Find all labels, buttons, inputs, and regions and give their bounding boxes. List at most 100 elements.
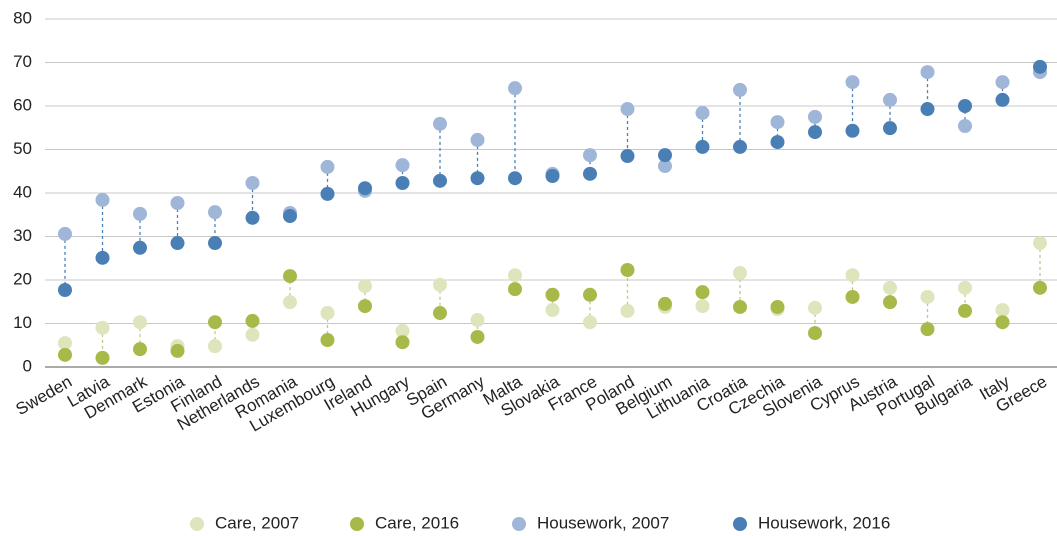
dot [133,240,147,255]
y-tick-label: 0 [23,356,32,375]
dot [433,173,447,188]
dot [920,322,935,337]
dot [208,205,222,220]
dot [583,166,597,181]
dot [320,333,335,348]
dot [883,92,897,107]
dot [883,295,897,310]
dot [620,262,635,277]
dot [658,148,672,163]
dot [845,123,860,138]
dot [470,329,485,344]
dot [1033,236,1047,251]
dot [245,175,260,190]
dot [658,296,672,311]
dot [508,171,522,186]
dot [883,280,897,295]
dot [583,148,597,163]
dot [958,280,972,295]
dot [470,313,485,328]
dot [170,236,185,251]
dot [95,320,110,335]
dot [470,171,485,186]
y-tick-label: 80 [13,8,32,27]
legend-marker [733,517,747,531]
dot [770,299,785,314]
dot [170,196,185,211]
dot [245,210,260,225]
dot [695,105,710,120]
dot [358,181,372,196]
dot [620,102,635,117]
dot [170,343,185,358]
dot [320,159,335,174]
legend-marker [190,517,204,531]
dot [358,279,372,294]
dot [208,315,222,330]
dot [770,135,785,150]
y-tick-label: 50 [13,139,32,158]
legend-label: Care, 2016 [375,513,459,532]
dot [470,132,485,147]
dot [95,250,110,265]
dot [433,277,447,292]
dot [883,121,897,136]
dot [395,175,410,190]
dot [320,186,335,201]
dot [620,303,635,318]
dot [995,315,1010,330]
dot [583,287,597,302]
dot [245,313,260,328]
dot [320,306,335,321]
dot [245,327,260,342]
dot [545,303,560,318]
dot [920,65,935,80]
dot [808,109,822,124]
dot [283,269,297,284]
dot [1033,280,1047,295]
dot [58,226,72,241]
legend-label: Housework, 2016 [758,513,890,532]
dot [920,289,935,304]
dot [508,81,522,96]
y-tick-label: 60 [13,95,32,114]
dot [845,268,860,283]
dot [620,149,635,164]
dot [733,299,747,314]
dot [508,282,522,297]
dot [395,158,410,173]
dot [358,299,372,314]
dot [920,102,935,117]
dot [95,192,110,207]
dot [770,115,785,130]
dot [95,350,110,365]
dot [845,289,860,304]
y-tick-label: 10 [13,313,32,332]
dot [395,335,410,350]
dot [658,159,672,174]
legend-label: Housework, 2007 [537,513,669,532]
legend-marker [512,517,526,531]
y-tick-label: 40 [13,182,32,201]
dot [995,75,1010,90]
dot [733,266,747,281]
dot [808,300,822,315]
y-tick-label: 20 [13,269,32,288]
dot [583,315,597,330]
dot [133,315,147,330]
dot [995,92,1010,107]
legend-label: Care, 2007 [215,513,299,532]
dot [508,268,522,283]
dot [995,303,1010,318]
legend-marker [350,517,364,531]
y-tick-label: 70 [13,52,32,71]
dot [958,99,972,113]
dot [545,169,560,184]
dot [808,326,822,341]
dot [958,119,972,134]
dot [133,342,147,357]
dot [808,125,822,140]
dot [958,303,972,318]
dot [695,285,710,300]
